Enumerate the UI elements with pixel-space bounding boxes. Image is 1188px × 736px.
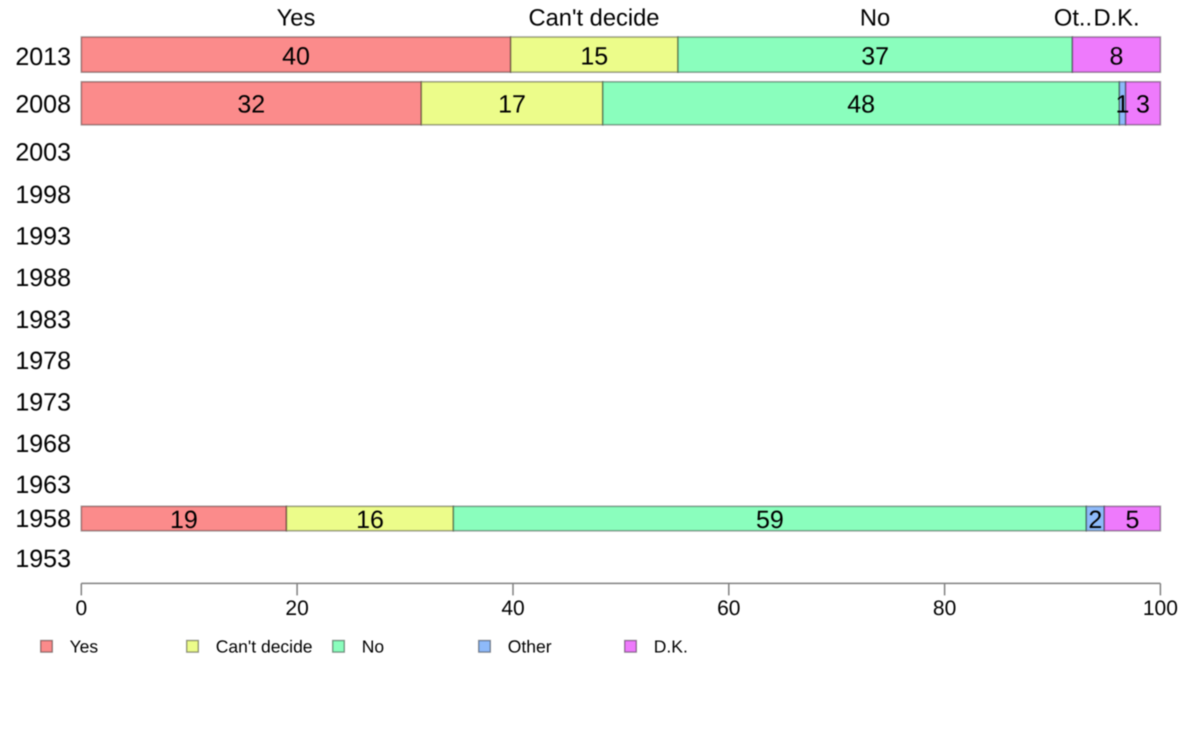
svg-text:2013: 2013 — [15, 43, 71, 71]
svg-text:Can't decide: Can't decide — [216, 637, 313, 657]
svg-text:80: 80 — [933, 597, 956, 620]
svg-text:1: 1 — [1116, 91, 1130, 119]
svg-text:15: 15 — [580, 43, 608, 71]
svg-text:32: 32 — [237, 91, 265, 119]
svg-text:48: 48 — [847, 91, 875, 119]
svg-text:37: 37 — [861, 43, 889, 71]
svg-text:3: 3 — [1136, 91, 1150, 119]
svg-text:1998: 1998 — [15, 181, 71, 209]
svg-text:100: 100 — [1143, 597, 1178, 620]
svg-text:Yes: Yes — [70, 637, 99, 657]
svg-text:No: No — [362, 637, 384, 657]
svg-text:20: 20 — [285, 597, 308, 620]
svg-text:Other: Other — [508, 637, 552, 657]
svg-text:1963: 1963 — [15, 471, 71, 499]
svg-text:Yes: Yes — [277, 6, 316, 32]
svg-text:17: 17 — [498, 91, 526, 119]
svg-text:1958: 1958 — [15, 505, 71, 533]
svg-text:2008: 2008 — [15, 91, 71, 119]
svg-text:40: 40 — [282, 43, 310, 71]
svg-text:2003: 2003 — [15, 139, 71, 167]
svg-text:1983: 1983 — [15, 306, 71, 334]
svg-text:1988: 1988 — [15, 264, 71, 292]
svg-text:Ot..: Ot.. — [1054, 6, 1092, 32]
svg-text:D.K.: D.K. — [1093, 6, 1139, 32]
svg-text:5: 5 — [1125, 506, 1139, 534]
svg-text:1973: 1973 — [15, 389, 71, 417]
svg-text:D.K.: D.K. — [654, 637, 688, 657]
svg-text:59: 59 — [756, 506, 784, 534]
svg-text:60: 60 — [717, 597, 740, 620]
svg-text:40: 40 — [501, 597, 524, 620]
svg-text:2: 2 — [1088, 506, 1102, 534]
svg-text:1953: 1953 — [15, 545, 71, 573]
svg-text:19: 19 — [170, 506, 198, 534]
svg-text:Can't decide: Can't decide — [529, 6, 660, 32]
svg-text:0: 0 — [75, 597, 87, 620]
svg-text:8: 8 — [1109, 43, 1123, 71]
svg-text:16: 16 — [356, 506, 384, 534]
svg-text:No: No — [860, 6, 890, 32]
svg-text:1993: 1993 — [15, 223, 71, 251]
svg-text:1968: 1968 — [15, 430, 71, 458]
svg-text:1978: 1978 — [15, 347, 71, 375]
